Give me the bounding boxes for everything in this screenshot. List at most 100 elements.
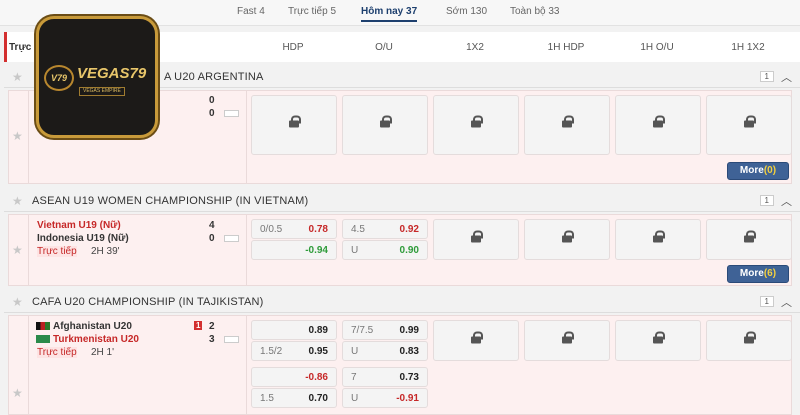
more-button[interactable]: More(6) [727, 265, 789, 283]
odds-cell[interactable]: 1.5 0.70 [251, 388, 337, 408]
lock-icon [653, 331, 665, 345]
red-card-badge: 1 [194, 321, 203, 330]
tab-all[interactable]: Toàn bộ 33 [510, 6, 560, 17]
match-time: 2H 39' [91, 246, 120, 257]
logo-text: VEGAS79 [77, 65, 147, 82]
more-button[interactable]: More(0) [727, 162, 789, 180]
odds-cell-locked [615, 320, 701, 361]
odds-cell-locked [433, 95, 519, 155]
team-away[interactable]: Turkmenistan U20 [36, 334, 139, 345]
odds-cell[interactable]: U -0.91 [342, 388, 428, 408]
odds-cell-locked [342, 95, 428, 155]
header-1h-ou: 1H O/U [640, 42, 674, 53]
team-home[interactable]: Afghanistan U20 [36, 321, 132, 332]
odds-cell[interactable]: U 0.83 [342, 341, 428, 361]
header-1x2: 1X2 [466, 42, 484, 53]
odds-cell[interactable]: -0.94 [251, 240, 337, 260]
match-info: ★ Vietnam U19 (Nữ) Indonesia U19 (Nữ) 4 … [9, 215, 247, 285]
match-info: ★ 0 0 [9, 91, 247, 183]
league-name: CAFA U20 CHAMPIONSHIP (IN TAJIKISTAN) [32, 296, 264, 308]
match-count-badge: 1 [759, 296, 774, 307]
league-header[interactable]: ★ CAFA U20 CHAMPIONSHIP (IN TAJIKISTAN) … [4, 291, 800, 313]
odds-cell-locked [524, 219, 610, 260]
match-row: ★ Vietnam U19 (Nữ) Indonesia U19 (Nữ) 4 … [8, 214, 792, 286]
score-home: 2 [209, 321, 215, 332]
league-name: A U20 ARGENTINA [164, 71, 264, 83]
vegas79-logo: V79 VEGAS79 VEGAS EMPIRE [36, 16, 158, 138]
league-name: ASEAN U19 WOMEN CHAMPIONSHIP (IN VIETNAM… [32, 195, 309, 207]
odds-cell-locked [251, 95, 337, 155]
star-icon[interactable]: ★ [12, 386, 23, 400]
chevron-up-icon[interactable]: ︿ [781, 196, 792, 208]
lock-icon [744, 115, 756, 130]
odds-cell[interactable]: U 0.90 [342, 240, 428, 260]
star-icon[interactable]: ★ [12, 70, 23, 84]
team-home[interactable]: Vietnam U19 (Nữ) [37, 220, 121, 231]
star-icon[interactable]: ★ [12, 129, 23, 143]
live-status: Trực tiếp [37, 347, 77, 358]
lock-icon [471, 115, 483, 130]
match-info: ★ Afghanistan U20 Turkmenistan U20 1 2 3… [9, 316, 247, 414]
star-icon[interactable]: ★ [12, 243, 23, 257]
odds-cell[interactable]: 0.89 [251, 320, 337, 340]
header-hdp: HDP [282, 42, 304, 53]
match-row: ★ Afghanistan U20 Turkmenistan U20 1 2 3… [8, 315, 792, 415]
lock-icon [653, 230, 665, 244]
tab-today[interactable]: Hôm nay 37 [361, 6, 418, 22]
odds-cell-locked [615, 95, 701, 155]
tab-early[interactable]: Sớm 130 [446, 6, 488, 17]
flag-turkmenistan-icon [36, 335, 50, 344]
logo-mark: V79 [44, 65, 74, 91]
lock-icon [471, 331, 483, 345]
lock-icon [744, 230, 756, 244]
lock-icon [380, 115, 392, 130]
score-away: 3 [209, 334, 215, 345]
lock-icon [653, 115, 665, 130]
lock-icon [471, 230, 483, 244]
lock-icon [562, 115, 574, 130]
score-home: 0 [209, 95, 215, 106]
score-away: 0 [209, 108, 215, 119]
odds-cell[interactable]: 7 0.73 [342, 367, 428, 387]
odds-cell-locked [706, 320, 792, 361]
team-away[interactable]: Indonesia U19 (Nữ) [37, 233, 129, 244]
odds-cell-locked [433, 219, 519, 260]
lock-icon [289, 115, 301, 130]
match-time: 2H 1' [91, 347, 115, 358]
odds-cell[interactable]: 7/7.5 0.99 [342, 320, 428, 340]
header-ou: O/U [375, 42, 393, 53]
chevron-up-icon[interactable]: ︿ [781, 72, 792, 84]
tab-live[interactable]: Trực tiếp 5 [288, 6, 337, 17]
league-header[interactable]: ★ A U20 ARGENTINA 1 ︿ [4, 66, 800, 88]
tv-icon[interactable] [224, 336, 239, 343]
odds-cell[interactable]: 4.5 0.92 [342, 219, 428, 239]
odds-cell[interactable]: 0/0.5 0.78 [251, 219, 337, 239]
odds-cell-locked [524, 95, 610, 155]
header-1h-1x2: 1H 1X2 [731, 42, 765, 53]
lock-icon [744, 331, 756, 345]
league-header[interactable]: ★ ASEAN U19 WOMEN CHAMPIONSHIP (IN VIETN… [4, 190, 800, 212]
odds-cell[interactable]: -0.86 [251, 367, 337, 387]
odds-cell-locked [706, 219, 792, 260]
odds-cell[interactable]: 1.5/2 0.95 [251, 341, 337, 361]
match-count-badge: 1 [759, 71, 774, 82]
tv-icon[interactable] [224, 110, 239, 117]
live-status: Trực tiếp [37, 246, 77, 257]
odds-cell-locked [615, 219, 701, 260]
score-home: 4 [209, 220, 215, 231]
star-icon[interactable]: ★ [12, 194, 23, 208]
score-away: 0 [209, 233, 215, 244]
tab-fast[interactable]: Fast 4 [237, 6, 265, 17]
odds-cell-locked [706, 95, 792, 155]
star-icon[interactable]: ★ [12, 295, 23, 309]
flag-afghanistan-icon [36, 322, 50, 331]
odds-cell-locked [433, 320, 519, 361]
header-1h-hdp: 1H HDP [547, 42, 585, 53]
tv-icon[interactable] [224, 235, 239, 242]
match-count-badge: 1 [759, 195, 774, 206]
chevron-up-icon[interactable]: ︿ [781, 297, 792, 309]
header-first: Trực [9, 42, 32, 53]
lock-icon [562, 230, 574, 244]
odds-cell-locked [524, 320, 610, 361]
lock-icon [562, 331, 574, 345]
